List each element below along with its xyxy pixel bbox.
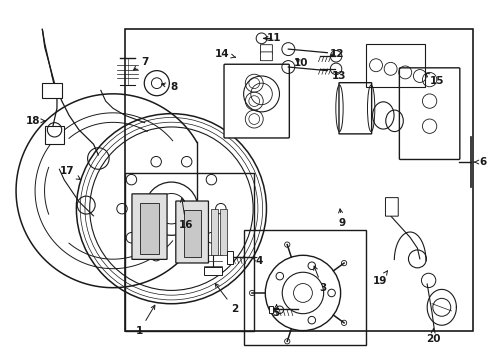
FancyBboxPatch shape [260,52,272,61]
FancyBboxPatch shape [385,198,397,216]
Text: 1: 1 [136,305,155,336]
Text: 17: 17 [59,166,80,179]
Circle shape [156,193,186,224]
Bar [42,83,61,98]
FancyBboxPatch shape [176,201,208,263]
Text: 15: 15 [425,73,443,86]
Text: 6: 6 [473,157,486,167]
Text: 12: 12 [329,49,344,59]
Text: 3: 3 [313,266,325,293]
Bar [366,44,424,87]
FancyBboxPatch shape [338,83,371,134]
Text: 18: 18 [25,116,45,126]
Bar [244,230,366,345]
Text: 16: 16 [179,198,193,230]
FancyBboxPatch shape [132,194,167,260]
FancyBboxPatch shape [260,45,272,54]
Bar [140,203,159,253]
Bar [268,306,272,313]
Text: 2: 2 [215,283,238,314]
Bar [211,209,218,255]
FancyBboxPatch shape [224,64,289,138]
Bar [226,251,232,264]
Text: 4: 4 [252,256,262,266]
Bar [220,209,226,255]
Text: 5: 5 [272,305,279,318]
Text: 19: 19 [372,271,386,286]
Text: 20: 20 [425,328,439,344]
Text: 13: 13 [331,71,346,81]
Text: 10: 10 [293,58,307,68]
Bar [183,211,200,257]
Text: 7: 7 [133,57,148,70]
Bar [125,30,472,330]
Text: 14: 14 [215,49,235,59]
FancyBboxPatch shape [399,68,459,159]
Bar [203,267,221,275]
Text: 8: 8 [161,82,177,92]
Text: 9: 9 [338,209,345,228]
Bar [125,173,254,330]
Bar [45,126,64,144]
Text: 11: 11 [263,33,281,43]
